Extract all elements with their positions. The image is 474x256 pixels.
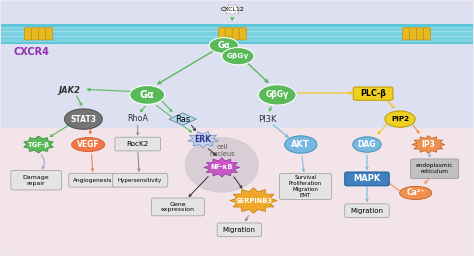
FancyBboxPatch shape [115,137,161,151]
Ellipse shape [185,137,258,192]
Text: Survival
Proliferation
Migration
EMT: Survival Proliferation Migration EMT [289,175,322,198]
FancyBboxPatch shape [410,28,417,40]
Text: Gα: Gα [218,41,230,50]
Text: cell
nucleus: cell nucleus [209,144,235,157]
Text: endoplasmic
reticulum: endoplasmic reticulum [416,163,453,174]
Bar [0,24,474,27]
Text: PIP2: PIP2 [391,116,409,122]
FancyBboxPatch shape [112,173,168,187]
Polygon shape [412,136,445,153]
FancyBboxPatch shape [353,87,393,100]
FancyBboxPatch shape [423,28,430,40]
Text: MAPK: MAPK [353,174,381,183]
FancyBboxPatch shape [280,174,331,199]
Text: AKT: AKT [292,140,310,149]
Text: CXCL12: CXCL12 [220,7,244,12]
Text: CXCR4: CXCR4 [13,47,49,57]
Bar [0,128,474,255]
Text: RhoA: RhoA [127,114,148,123]
Bar [0,1,474,128]
Text: GβGγ: GβGγ [227,53,249,59]
Circle shape [130,86,164,104]
FancyBboxPatch shape [11,170,62,190]
Text: Damage
repair: Damage repair [23,175,49,186]
Polygon shape [230,188,277,213]
FancyBboxPatch shape [38,28,46,40]
Text: PI3K: PI3K [258,115,277,124]
Circle shape [222,48,254,65]
Bar [0,24,474,43]
Circle shape [353,137,381,152]
Polygon shape [188,132,219,148]
Text: PLC-β: PLC-β [360,89,386,98]
FancyBboxPatch shape [225,28,232,40]
FancyBboxPatch shape [417,28,424,40]
FancyBboxPatch shape [152,198,204,216]
Text: Gene
expression: Gene expression [161,201,195,212]
FancyBboxPatch shape [239,28,246,40]
Text: Ca²⁺: Ca²⁺ [407,188,425,197]
FancyBboxPatch shape [410,159,459,178]
Text: DAG: DAG [358,140,376,149]
Bar [0,24,474,43]
Circle shape [385,111,415,127]
FancyBboxPatch shape [232,28,239,40]
FancyBboxPatch shape [69,173,117,187]
Text: ERK: ERK [194,135,211,144]
Text: JAK2: JAK2 [58,86,80,95]
Polygon shape [24,136,54,153]
FancyBboxPatch shape [217,223,262,237]
Bar [0,40,474,44]
Circle shape [209,38,238,54]
FancyBboxPatch shape [31,28,38,40]
FancyBboxPatch shape [219,28,226,40]
Text: Gα: Gα [140,90,155,100]
Text: Angiogenesis: Angiogenesis [73,178,112,183]
FancyBboxPatch shape [46,28,53,40]
Text: NF-κB: NF-κB [210,164,233,170]
Text: Migration: Migration [350,208,383,214]
Text: IP3: IP3 [421,140,435,149]
Ellipse shape [72,137,105,152]
FancyBboxPatch shape [345,204,389,218]
FancyBboxPatch shape [402,28,410,40]
Text: GβGγ: GβGγ [265,90,289,99]
Text: VEGF: VEGF [77,140,100,149]
Circle shape [258,85,296,105]
Text: SERPINB3: SERPINB3 [235,198,272,204]
Polygon shape [222,4,243,15]
Text: Hypersensitivity: Hypersensitivity [118,178,162,183]
FancyBboxPatch shape [345,172,389,186]
Polygon shape [204,158,240,177]
Text: STAT3: STAT3 [71,115,96,124]
Text: Migration: Migration [223,227,256,233]
Text: Ras: Ras [175,115,190,124]
Text: RocK2: RocK2 [127,141,149,147]
Ellipse shape [400,186,432,199]
Polygon shape [169,113,196,125]
Circle shape [64,109,102,129]
FancyBboxPatch shape [25,28,32,40]
Circle shape [285,136,317,153]
Text: TGF-β: TGF-β [27,142,49,147]
